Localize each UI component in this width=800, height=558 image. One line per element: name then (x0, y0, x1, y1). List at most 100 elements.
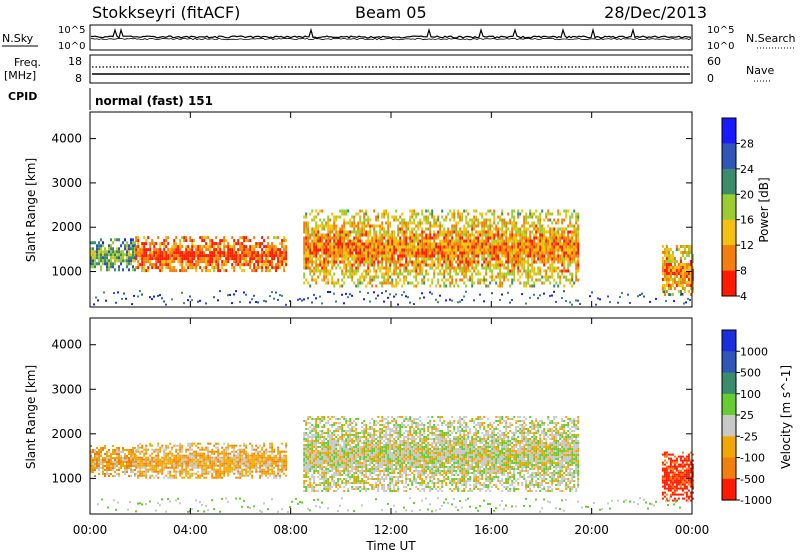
data-cell (465, 222, 467, 225)
data-cell (339, 237, 341, 240)
data-cell (487, 267, 489, 270)
data-cell (265, 248, 267, 251)
data-cell (309, 484, 311, 486)
data-cell (219, 465, 221, 467)
data-cell (662, 266, 664, 269)
data-cell (223, 465, 225, 467)
data-cell (114, 465, 116, 467)
data-cell (137, 445, 139, 447)
data-cell (239, 248, 241, 251)
data-cell (597, 297, 599, 299)
data-cell (507, 273, 509, 276)
data-cell (215, 457, 217, 459)
data-cell (495, 252, 497, 255)
data-cell (201, 471, 203, 473)
data-cell (523, 249, 525, 252)
data-cell (147, 260, 149, 263)
data-cell (407, 282, 409, 285)
data-cell (239, 463, 241, 465)
data-cell (493, 237, 495, 240)
data-cell (309, 486, 311, 488)
data-cell (551, 261, 553, 264)
data-cell (269, 475, 271, 477)
data-cell (227, 445, 229, 447)
data-cell (327, 282, 329, 285)
data-cell (577, 264, 579, 267)
data-cell (363, 234, 365, 237)
data-cell (627, 294, 629, 296)
data-cell (670, 254, 672, 257)
data-cell (303, 237, 305, 240)
data-cell (159, 459, 161, 461)
data-cell (473, 243, 475, 246)
data-cell (537, 273, 539, 276)
data-cell (271, 449, 273, 451)
data-cell (473, 270, 475, 273)
data-cell (527, 270, 529, 273)
data-cell (223, 245, 225, 248)
data-cell (283, 236, 285, 239)
data-cell (263, 245, 265, 248)
data-cell (209, 263, 211, 266)
data-cell (273, 473, 275, 475)
power-data-layer (90, 210, 694, 306)
data-cell (171, 459, 173, 461)
data-cell (315, 252, 317, 255)
data-cell (283, 463, 285, 465)
data-cell (397, 219, 399, 222)
data-cell (497, 222, 499, 225)
data-cell (461, 299, 463, 301)
data-cell (309, 432, 311, 434)
data-cell (118, 268, 120, 271)
data-cell (393, 249, 395, 252)
data-cell (381, 249, 383, 252)
data-cell (179, 461, 181, 463)
data-cell (473, 225, 475, 228)
data-cell (668, 254, 670, 257)
data-cell (147, 469, 149, 471)
data-cell (169, 477, 171, 479)
data-cell (487, 225, 489, 228)
data-cell (686, 254, 688, 257)
data-cell (357, 258, 359, 261)
data-cell (171, 477, 173, 479)
data-cell (237, 469, 239, 471)
data-cell (205, 447, 207, 449)
data-cell (403, 231, 405, 234)
data-cell (495, 276, 497, 279)
data-cell (509, 237, 511, 240)
data-cell (499, 267, 501, 270)
data-cell (577, 213, 579, 216)
data-cell (221, 465, 223, 467)
data-cell (217, 471, 219, 473)
data-cell (124, 457, 126, 459)
data-cell (279, 294, 281, 296)
data-cell (321, 237, 323, 240)
data-cell (259, 465, 261, 467)
data-cell (517, 228, 519, 231)
data-cell (207, 449, 209, 451)
data-cell (539, 252, 541, 255)
data-cell (223, 459, 225, 461)
data-cell (285, 459, 287, 461)
data-cell (108, 455, 110, 457)
data-cell (415, 273, 417, 276)
data-cell (499, 243, 501, 246)
data-cell (283, 239, 285, 242)
data-cell (503, 279, 505, 282)
data-cell (303, 436, 305, 438)
data-cell (311, 450, 313, 452)
data-cell (257, 467, 259, 469)
data-cell (535, 225, 537, 228)
data-cell (407, 261, 409, 264)
data-cell (213, 451, 215, 453)
data-cell (221, 473, 223, 475)
data-cell (253, 251, 255, 254)
data-cell (445, 243, 447, 246)
data-cell (353, 258, 355, 261)
data-cell (173, 467, 175, 469)
data-cell (317, 252, 319, 255)
data-cell (92, 262, 94, 265)
data-cell (191, 443, 193, 445)
data-cell (100, 451, 102, 453)
